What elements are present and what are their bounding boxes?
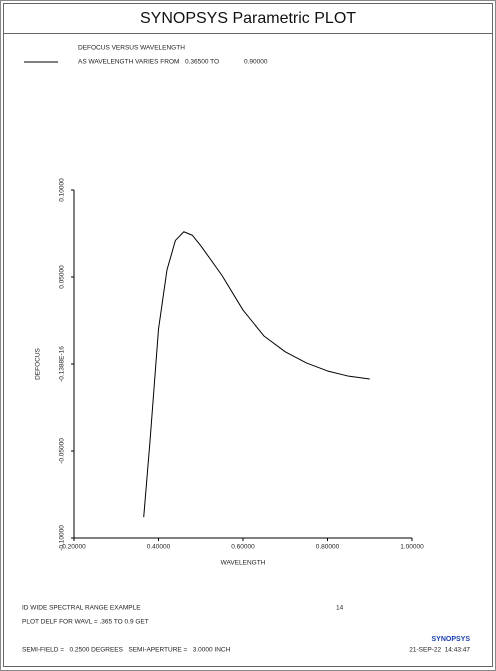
footer-text: PLOT DELF FOR WAVL = .365 TO 0.9 GET xyxy=(22,619,149,626)
x-tick-label: 1.00000 xyxy=(400,544,424,551)
logo: SYNOPSYS xyxy=(431,636,470,643)
legend-label: AS WAVELENGTH VARIES FROM xyxy=(78,59,179,66)
y-tick-label: -0.1388E-16 xyxy=(59,346,66,382)
data-line xyxy=(143,231,370,518)
x-tick-label: 0.40000 xyxy=(147,544,171,551)
y-tick-label: -0.10000 xyxy=(59,525,66,551)
footer-text: ID WIDE SPECTRAL RANGE EXAMPLE xyxy=(22,605,141,612)
window-title: SYNOPSYS Parametric PLOT xyxy=(140,10,356,27)
x-tick-label: 0.60000 xyxy=(231,544,255,551)
range-to: 0.90000 xyxy=(244,59,268,66)
y-tick-label: 0.05000 xyxy=(59,265,66,289)
footer-text: SEMI-FIELD = 0.2500 DEGREES SEMI-APERTUR… xyxy=(22,647,231,654)
y-tick-label: -0.05000 xyxy=(59,438,66,464)
title-bar xyxy=(3,3,493,34)
y-tick-label: 0.10000 xyxy=(59,178,66,202)
footer-date: 21-SEP-22 14:43:47 xyxy=(409,647,470,654)
chart-title: DEFOCUS VERSUS WAVELENGTH xyxy=(78,45,185,52)
footer-number: 14 xyxy=(336,605,344,612)
x-tick-label: 0.80000 xyxy=(316,544,340,551)
x-axis-label: WAVELENGTH xyxy=(221,560,266,567)
range-from: 0.36500 TO xyxy=(185,59,219,66)
y-axis-label: DEFOCUS xyxy=(35,347,42,379)
plot-frame xyxy=(3,33,493,667)
x-tick-label: 0.20000 xyxy=(62,544,86,551)
